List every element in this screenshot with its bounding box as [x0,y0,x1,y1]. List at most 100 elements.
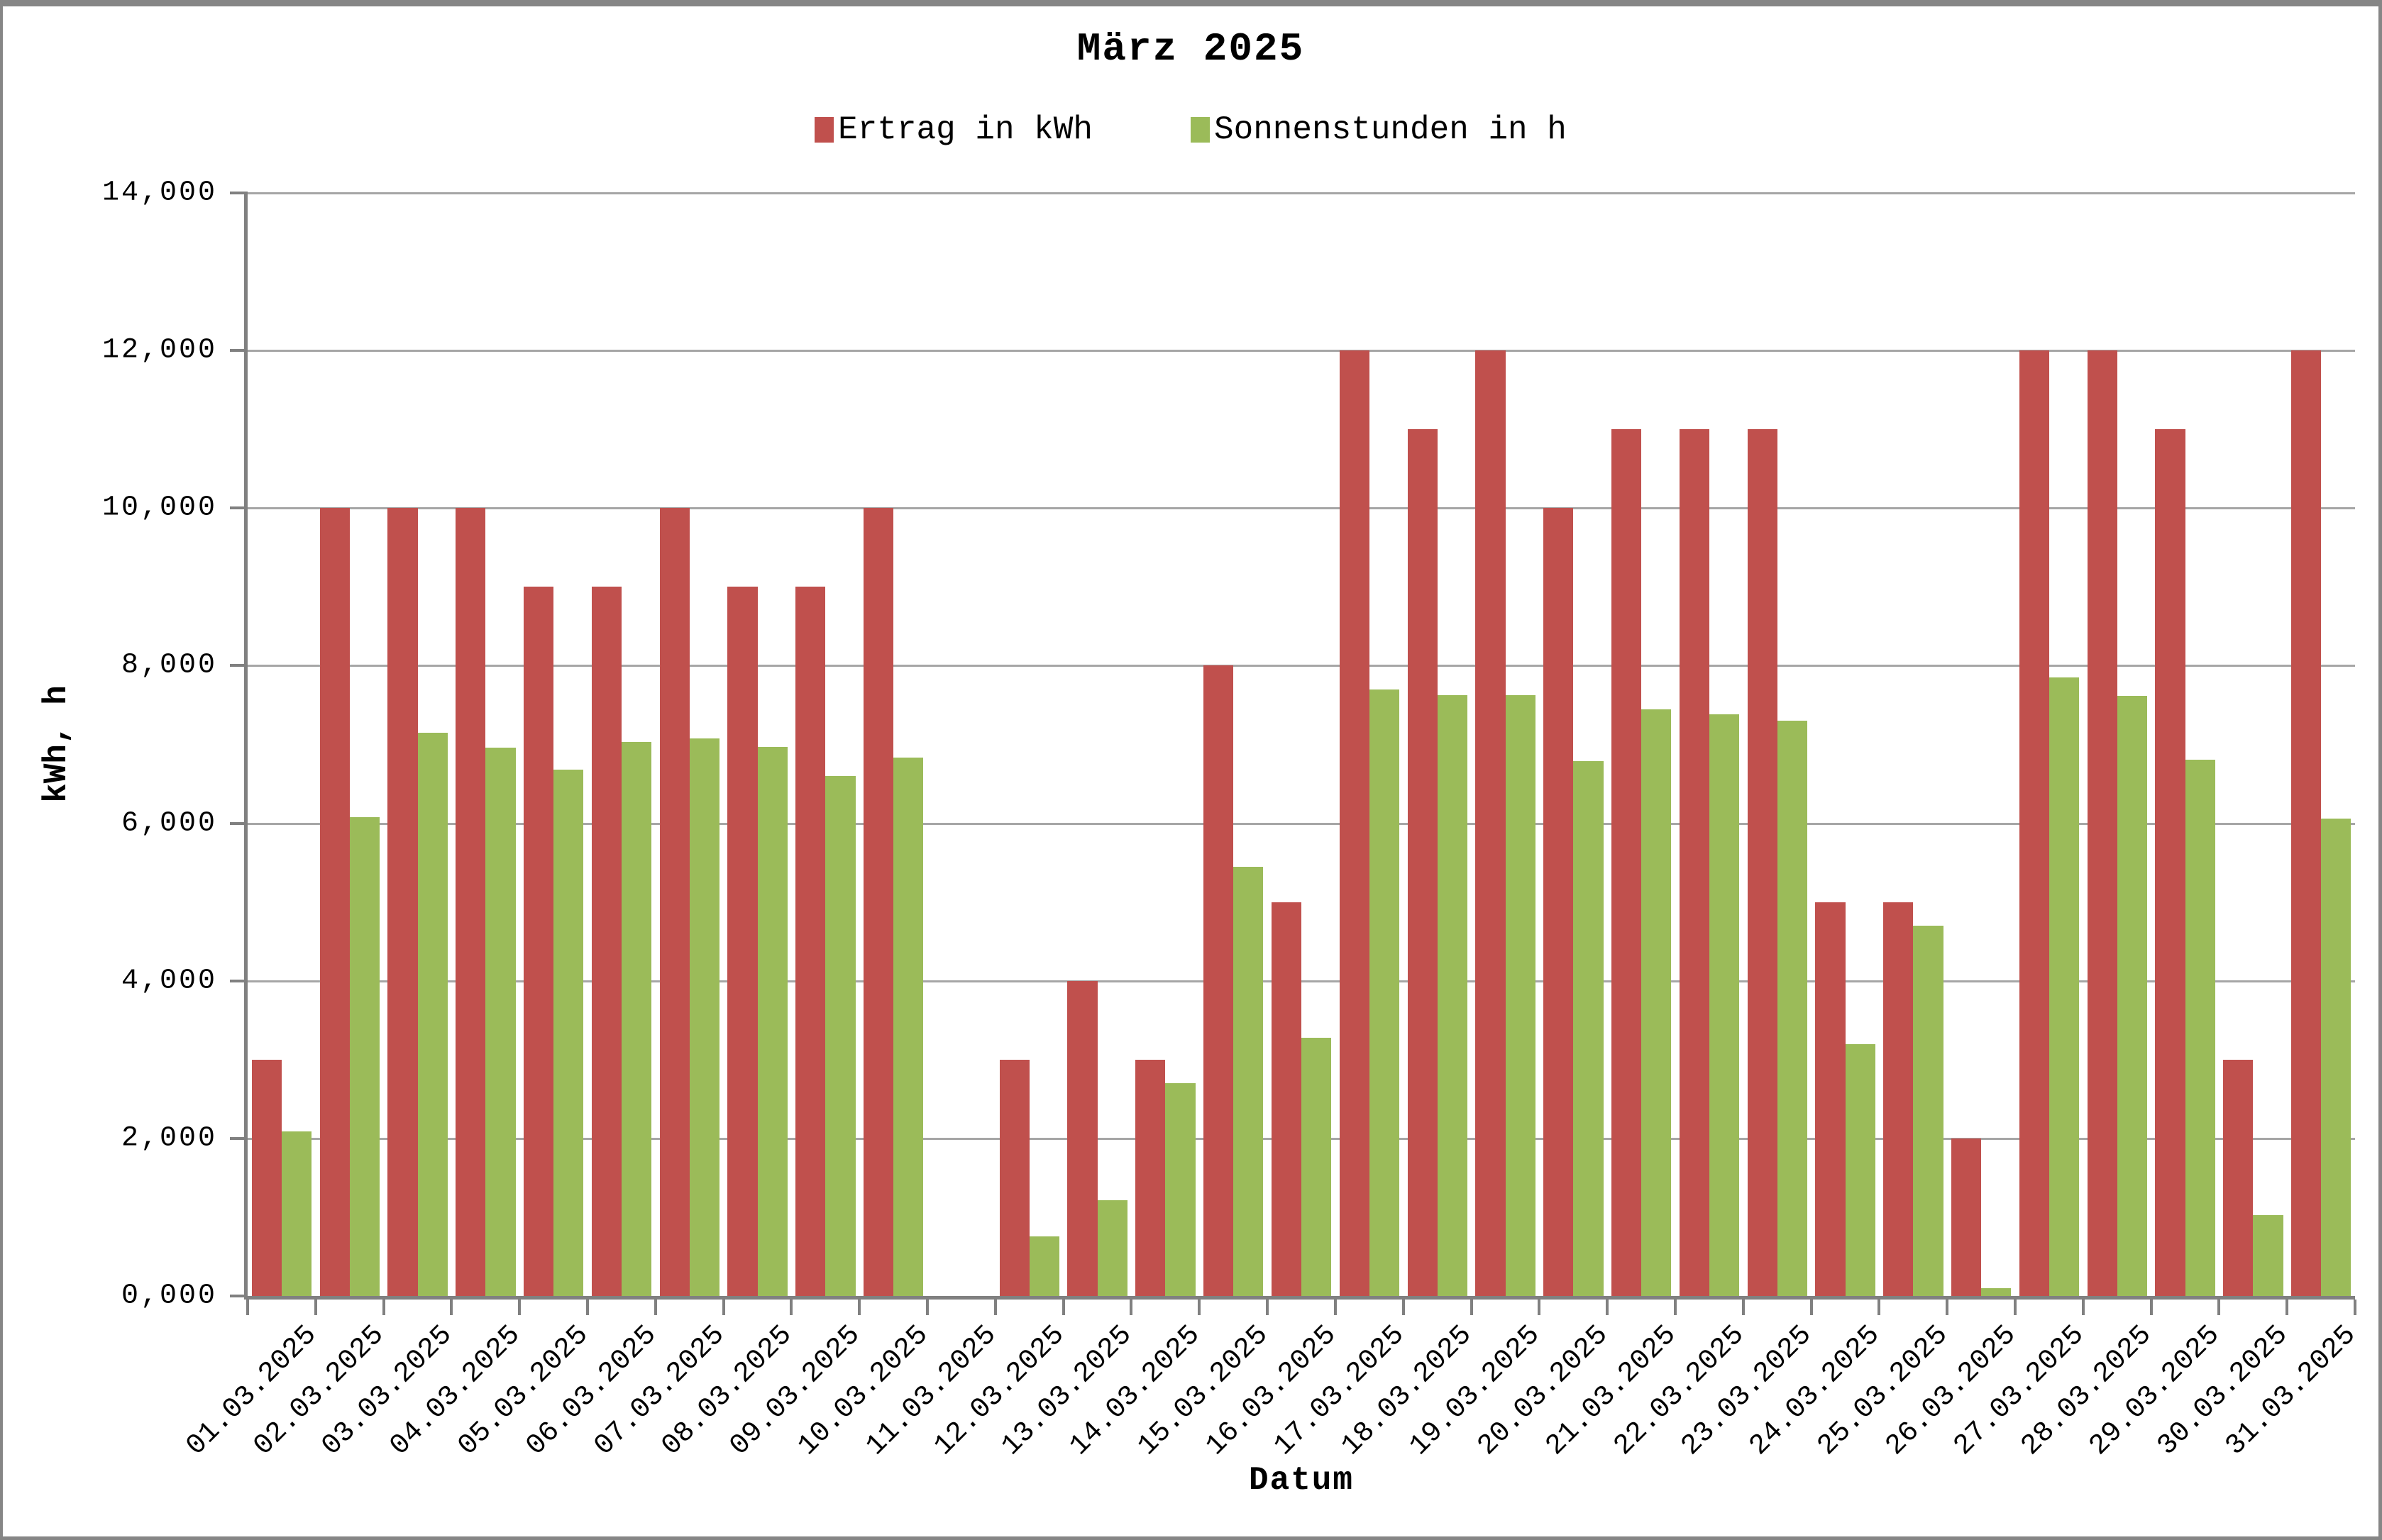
bar-ertrag [1067,980,1098,1296]
y-axis-tick [230,192,248,194]
legend: Ertrag in kWh Sonnenstunden in h [3,111,2378,148]
bar-sonnenstunden [2185,759,2215,1296]
bar-ertrag [319,508,350,1296]
legend-swatch-green [1190,117,1210,143]
x-axis-tick-labels: 01.03.2025 02.03.2025 03.03.2025 04.03.2025… [180,1319,2363,1483]
day-slot [656,193,724,1296]
x-axis-tick [382,1300,385,1315]
bar-sonnenstunden [2049,677,2080,1296]
x-axis-tick [1878,1300,1881,1315]
bar-sonnenstunden [2117,695,2147,1296]
bar-ertrag [2087,350,2117,1296]
legend-label-ertrag: Ertrag in kWh [838,111,1093,148]
legend-item-ertrag: Ertrag in kWh [815,111,1093,148]
bar-ertrag [2019,350,2050,1296]
legend-item-sonnenstunden: Sonnenstunden in h [1190,111,1567,148]
bar-sonnenstunden [485,747,516,1296]
y-axis-tick-label: 8,000 [121,649,217,682]
x-axis-tick [722,1300,725,1315]
day-slot [792,193,860,1296]
x-axis-tick [926,1300,930,1315]
bar-ertrag [1543,508,1574,1296]
bar-sonnenstunden [757,746,788,1296]
day-slot [2083,193,2151,1296]
x-axis-tick [2013,1300,2017,1315]
y-axis-tick-label: 12,000 [101,334,217,367]
x-axis-tick [246,1300,249,1315]
x-axis-tick [450,1300,453,1315]
bar-ertrag [1747,429,1777,1296]
day-slot [2151,193,2220,1296]
bar-ertrag [251,1059,282,1296]
day-slot [1199,193,1267,1296]
day-slot [996,193,1064,1296]
day-slot [1472,193,1540,1296]
y-axis-tick [230,1295,248,1297]
bar-ertrag [1407,429,1438,1296]
day-slot [588,193,656,1296]
x-axis-tick [1266,1300,1269,1315]
bar-ertrag [659,508,690,1296]
x-axis-tick [2081,1300,2085,1315]
bar-sonnenstunden [1981,1287,2012,1296]
x-axis-tick [314,1300,317,1315]
day-slot [1404,193,1472,1296]
bar-sonnenstunden [2253,1214,2283,1296]
bar-sonnenstunden [1845,1043,1875,1296]
day-slot [1539,193,1607,1296]
bar-sonnenstunden [349,816,380,1296]
x-axis-tick [790,1300,793,1315]
bar-sonnenstunden [1097,1200,1127,1296]
x-axis-line [244,1296,2355,1300]
gridline [248,507,2355,510]
day-slot [1947,193,2015,1296]
bar-ertrag [864,508,894,1296]
bar-sonnenstunden [1029,1236,1059,1296]
y-axis-tick-label: 0,000 [121,1280,217,1312]
x-axis-tick [1401,1300,1405,1315]
gridline [248,350,2355,353]
bar-sonnenstunden [2321,818,2351,1296]
y-axis-tick-label: 2,000 [121,1122,217,1155]
bar-sonnenstunden [1301,1037,1332,1296]
y-axis-tick [230,506,248,510]
legend-swatch-red [815,117,834,143]
x-axis-tick [654,1300,657,1315]
x-axis-tick [1946,1300,1949,1315]
day-slot [927,193,996,1296]
bar-sonnenstunden [1369,689,1400,1296]
bar-sonnenstunden [1913,925,1943,1296]
y-axis-tick-label: 6,000 [121,807,217,840]
bar-ertrag [1203,665,1234,1296]
bar-sonnenstunden [893,758,924,1296]
y-axis-tick [230,979,248,982]
day-slot [519,193,588,1296]
bar-ertrag [1271,902,1302,1296]
bar-sonnenstunden [281,1131,312,1296]
bar-sonnenstunden [1437,694,1467,1296]
gridline [248,665,2355,667]
bar-sonnenstunden [1505,694,1535,1296]
day-slot [316,193,384,1296]
bar-ertrag [456,508,486,1296]
bars-layer [248,193,2355,1296]
y-axis-tick-labels: 0,000 2,000 4,000 6,000 8,000 10,000 12,000 14,… [3,177,217,1312]
x-axis-tick [1673,1300,1677,1315]
bar-ertrag [1135,1059,1166,1296]
x-axis-tick [1538,1300,1541,1315]
x-axis-tick [1470,1300,1473,1315]
x-axis-tick [858,1300,861,1315]
day-slot [2015,193,2083,1296]
x-axis-tick [2285,1300,2289,1315]
x-axis-tick [1809,1300,1813,1315]
y-axis-line [244,193,248,1300]
x-axis-tick [993,1300,997,1315]
bar-ertrag [727,587,758,1296]
day-slot [859,193,927,1296]
day-slot [1607,193,1675,1296]
x-axis-tick [1130,1300,1133,1315]
day-slot [248,193,316,1296]
bar-sonnenstunden [1573,760,1604,1296]
bar-sonnenstunden [689,738,719,1296]
